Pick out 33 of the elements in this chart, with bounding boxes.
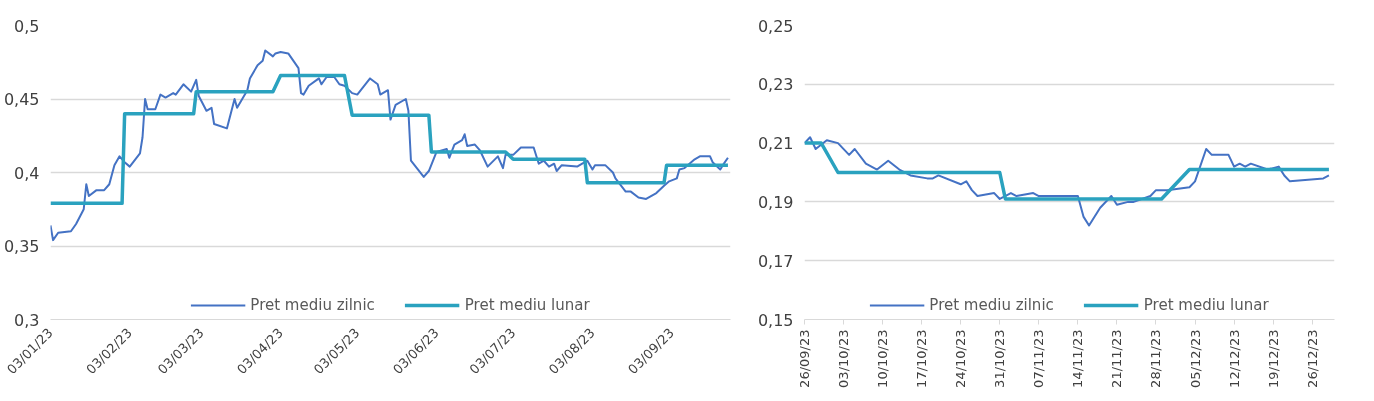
- x-tick-label: 28/11/23: [1148, 329, 1164, 388]
- line-series: [50, 73, 730, 206]
- y-tick-label: 0,45: [3, 90, 40, 109]
- x-tick-label: 26/12/23: [1304, 329, 1320, 388]
- x-tick-label: 24/10/23: [953, 329, 969, 388]
- x-tick-label: 05/12/23: [1187, 329, 1203, 388]
- x-tick-label: 26/09/23: [797, 329, 812, 388]
- y-tick-label: 0,35: [3, 237, 40, 256]
- line-series: [50, 49, 729, 242]
- y-tick-label: 0,17: [757, 251, 794, 271]
- line-series: [804, 136, 1330, 227]
- x-tick-label: 17/10/23: [914, 329, 930, 388]
- x-tick-label: 14/11/23: [1070, 329, 1086, 388]
- y-tick-label: 0,25: [757, 16, 794, 36]
- y-tick-label: 0,23: [757, 75, 794, 95]
- y-tick-label: 0,5: [14, 16, 40, 36]
- x-tick-label: 12/12/23: [1226, 329, 1242, 388]
- legend-label: Pret mediu lunar: [1143, 296, 1269, 314]
- x-tick-label: 19/12/23: [1265, 329, 1281, 388]
- legend-label: Pret mediu zilnic: [250, 296, 375, 314]
- x-tick-label: 21/11/23: [1109, 329, 1125, 388]
- legend-label: Pret mediu zilnic: [929, 296, 1054, 314]
- legend-label: Pret mediu lunar: [464, 296, 590, 314]
- y-tick-label: 0,19: [757, 192, 794, 212]
- y-tick-label: 0,3: [14, 310, 40, 330]
- line-series: [804, 141, 1331, 201]
- y-tick-label: 0,21: [757, 134, 794, 154]
- y-tick-label: 0,15: [757, 310, 794, 330]
- x-tick-label: 10/10/23: [875, 329, 891, 388]
- x-tick-label: 07/11/23: [1031, 329, 1047, 388]
- y-tick-label: 0,4: [14, 163, 40, 183]
- x-tick-label: 31/10/23: [992, 329, 1008, 388]
- x-tick-label: 03/10/23: [836, 329, 852, 388]
